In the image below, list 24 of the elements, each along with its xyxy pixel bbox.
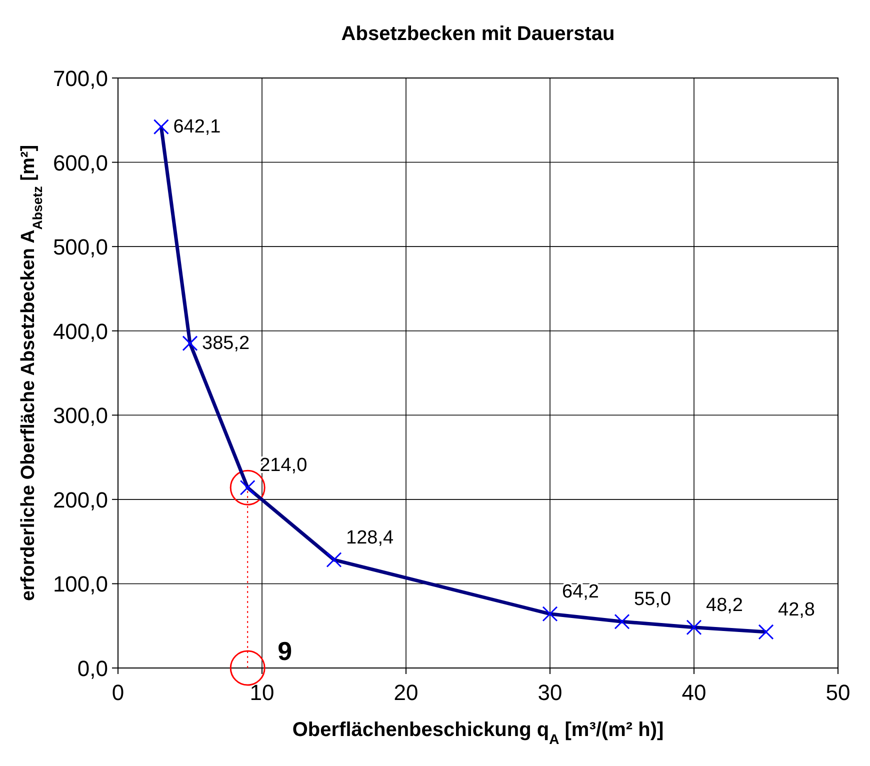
y-tick-label: 400,0 (52, 318, 108, 344)
y-tick-label: 200,0 (52, 487, 108, 512)
y-tick-label: 100,0 (52, 572, 108, 597)
x-tick-label: 0 (112, 680, 124, 705)
x-tick-label: 10 (250, 680, 274, 705)
y-tick-label: 500,0 (52, 234, 108, 260)
data-label: 642,1 (173, 116, 221, 138)
data-label: 42,8 (778, 599, 815, 620)
x-tick-label: 30 (538, 680, 562, 705)
ref-line-label: 9 (278, 636, 292, 666)
data-label: 385,2 (202, 332, 250, 354)
y-tick-label: 300,0 (52, 403, 108, 428)
x-axis-title: Oberflächenbeschickung q$_{A}$ [m³/(m² h)] (292, 719, 664, 747)
chart-title: Absetzbecken mit Dauerstau (341, 23, 615, 45)
data-label: 55,0 (634, 589, 671, 610)
data-label: 128,4 (346, 527, 394, 548)
x-tick-label: 40 (682, 680, 706, 705)
x-tick-label: 50 (826, 680, 850, 705)
data-label: 64,2 (562, 581, 599, 602)
y-tick-label: 700,0 (52, 66, 108, 91)
x-tick-label: 20 (394, 680, 418, 705)
y-tick-label: 600,0 (52, 150, 108, 176)
data-label: 48,2 (706, 594, 743, 616)
y-tick-label: 0,0 (77, 656, 108, 681)
